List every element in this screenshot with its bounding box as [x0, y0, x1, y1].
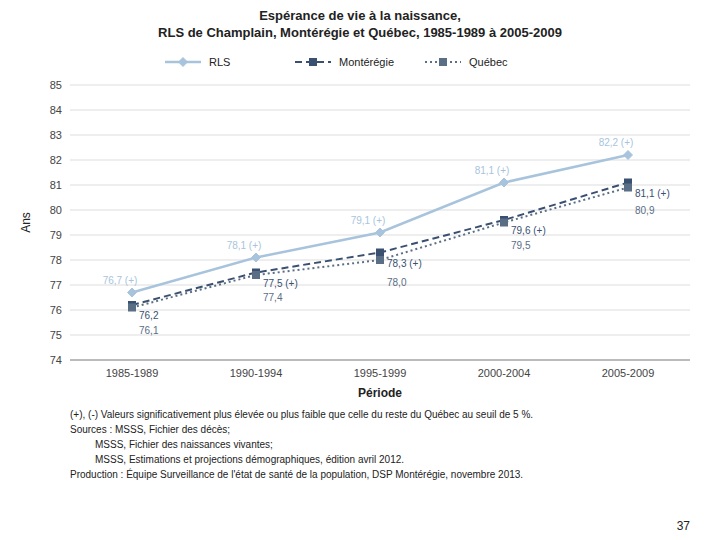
chart: Espérance de vie à la naissance, RLS de C…: [0, 0, 720, 540]
x-axis-line: [70, 360, 690, 361]
grid-line: [70, 360, 690, 361]
data-label: 79,6 (+): [511, 225, 546, 236]
data-label: 78,1 (+): [227, 240, 262, 251]
series-marker: [252, 253, 261, 262]
title-line: RLS de Champlain, Montérégie et Québec, …: [158, 25, 562, 40]
series-marker: [377, 257, 384, 264]
data-labels: 76,7 (+) 78,1 (+) 79,1 (+) 81,1 (+) 82,2 (+)…: [103, 137, 670, 336]
x-tick-label: 1995-1999: [354, 367, 407, 379]
series-marker: [500, 178, 509, 187]
x-tick-label: 2000-2004: [478, 367, 531, 379]
grid-line: [70, 185, 690, 186]
series-marker: [377, 249, 384, 256]
legend-label: RLS: [209, 56, 230, 68]
legend-label: Montérégie: [339, 56, 394, 68]
series-marker: [625, 184, 632, 191]
x-tick-label: 1990-1994: [230, 367, 283, 379]
series-marker: [253, 272, 260, 279]
grid-line: [70, 335, 690, 336]
footnote: Sources : MSSS, Fichier des décès;: [70, 424, 230, 435]
data-label: 79,5: [511, 240, 531, 251]
footnote: MSSS, Fichier des naissances vivantes;: [70, 439, 273, 450]
data-label: 82,2 (+): [599, 137, 634, 148]
grid-line: [70, 310, 690, 311]
title: Espérance de vie à la naissance, RLS de C…: [158, 8, 562, 40]
data-label: 78,0: [387, 277, 407, 288]
series-marker: [128, 288, 137, 297]
data-label: 81,1 (+): [635, 188, 670, 199]
x-tick-label: 1985-1989: [106, 367, 159, 379]
x-axis-label: Période: [358, 386, 402, 400]
legend-marker: [440, 59, 447, 66]
y-axis-label: Ans: [19, 212, 33, 233]
data-label: 79,1 (+): [351, 215, 386, 226]
data-label: 76,2: [139, 310, 159, 321]
footnote: (+), (-) Valeurs significativement plus …: [70, 409, 533, 420]
grid-line: [70, 85, 690, 86]
plot-area: [128, 151, 633, 312]
data-label: 76,1: [139, 325, 159, 336]
data-label: 76,7 (+): [103, 275, 138, 286]
page-number: 37: [677, 519, 691, 533]
y-tick-label: 79: [50, 229, 62, 241]
data-label: 80,9: [635, 205, 655, 216]
y-tick-label: 74: [50, 354, 62, 366]
grid-line: [70, 135, 690, 136]
series-marker: [624, 151, 633, 160]
y-tick-label: 82: [50, 154, 62, 166]
grid-line: [70, 110, 690, 111]
y-tick-label: 85: [50, 79, 62, 91]
grid-line: [70, 210, 690, 211]
y-tick-label: 77: [50, 279, 62, 291]
series-line: [132, 183, 628, 306]
y-tick-label: 81: [50, 179, 62, 191]
series-line: [132, 155, 628, 293]
series-line: [132, 188, 628, 308]
data-label: 81,1 (+): [475, 165, 510, 176]
legend-marker: [179, 58, 188, 67]
series-marker: [376, 228, 385, 237]
y-tick-label: 76: [50, 304, 62, 316]
series-marker: [501, 219, 508, 226]
x-tick-label: 2005-2009: [602, 367, 655, 379]
data-label: 77,4: [263, 292, 283, 303]
data-label: 77,5 (+): [263, 278, 298, 289]
grid: [70, 85, 690, 360]
grid-line: [70, 160, 690, 161]
footnote: Production : Équipe Surveillance de l'ét…: [70, 468, 523, 480]
data-label: 78,3 (+): [387, 258, 422, 269]
y-tick-label: 83: [50, 129, 62, 141]
y-tick-label: 78: [50, 254, 62, 266]
y-tick-label: 84: [50, 104, 62, 116]
title-line: Espérance de vie à la naissance,: [259, 8, 461, 23]
footnote: MSSS, Estimations et projections démogra…: [70, 454, 404, 465]
legend: RLS Montérégie Québec: [165, 56, 508, 68]
y-tick-label: 75: [50, 329, 62, 341]
y-tick-label: 80: [50, 204, 62, 216]
series-marker: [129, 304, 136, 311]
legend-marker: [310, 59, 317, 66]
legend-label: Québec: [469, 56, 508, 68]
